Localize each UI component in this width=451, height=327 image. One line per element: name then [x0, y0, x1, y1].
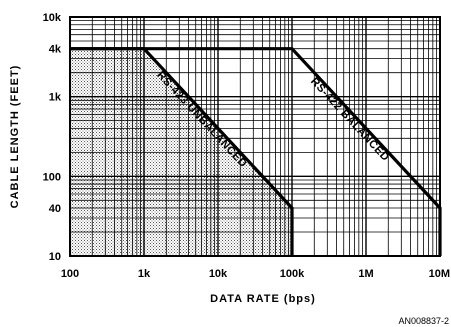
- y-tick-label: 10: [49, 251, 61, 263]
- x-tick-label: 10k: [209, 268, 228, 280]
- x-tick-label: 1M: [358, 268, 373, 280]
- x-tick-label: 1k: [138, 268, 151, 280]
- y-tick-label: 4k: [49, 44, 62, 56]
- x-tick-label: 100: [61, 268, 79, 280]
- y-tick-label: 10k: [43, 12, 62, 24]
- x-tick-label: 10M: [429, 268, 450, 280]
- gridlines: [70, 17, 440, 256]
- y-axis-label: CABLE LENGTH (FEET): [9, 65, 21, 209]
- x-tick-label: 100k: [280, 268, 305, 280]
- x-axis-label: DATA RATE (bps): [210, 293, 316, 305]
- tick-labels: 100 1k 10k 100k 1M 10M 10 40 100 1k 4k 10k: [43, 12, 450, 280]
- y-tick-label: 40: [49, 203, 61, 215]
- y-tick-label: 1k: [49, 92, 62, 104]
- plot-frame: [69, 16, 441, 257]
- y-tick-label: 100: [43, 171, 61, 183]
- figure-code: AN008837-2: [398, 316, 449, 326]
